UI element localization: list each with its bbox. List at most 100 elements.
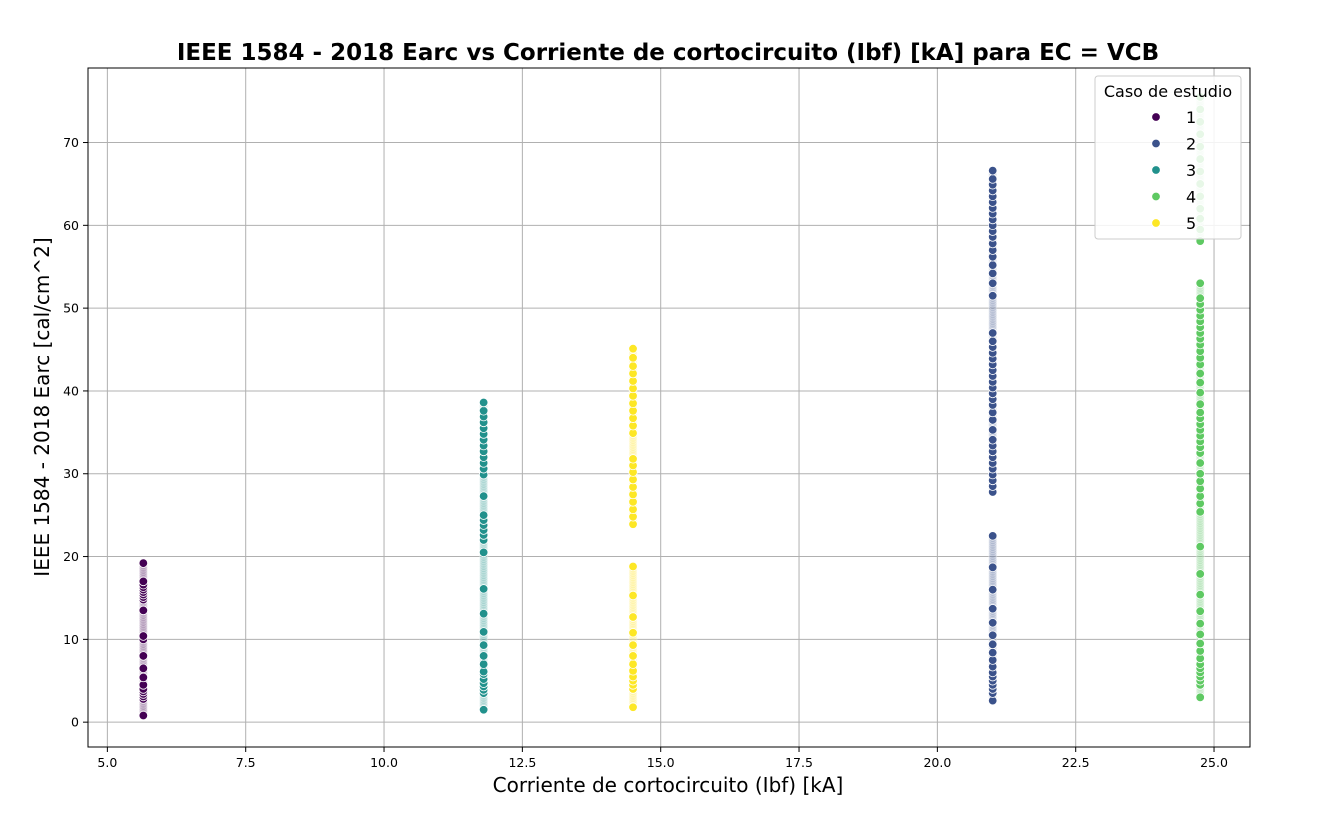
data-point: [988, 531, 998, 541]
data-point: [478, 510, 489, 520]
data-point-shade: [628, 573, 638, 583]
data-point: [628, 640, 638, 650]
legend-marker: [1151, 138, 1161, 149]
data-point: [1195, 377, 1205, 388]
data-point: [478, 608, 489, 619]
legend-marker: [1151, 165, 1161, 175]
data-point: [138, 631, 149, 641]
x-tick-label: 5.0: [97, 755, 117, 770]
data-point-shade: [988, 309, 998, 319]
data-point: [988, 639, 998, 650]
data-point-shade: [1195, 555, 1205, 565]
data-point-shade: [988, 316, 998, 326]
x-tick-label: 12.5: [508, 755, 536, 770]
data-point: [988, 278, 998, 288]
legend-label: 1: [1186, 108, 1196, 127]
data-point-shade: [988, 300, 998, 310]
data-point: [478, 659, 489, 669]
y-axis-ticks: 0 10 20 30 40 50 60 70: [63, 135, 88, 730]
data-point-shade: [479, 597, 489, 607]
data-point-shade: [1195, 558, 1205, 568]
data-point: [1195, 278, 1205, 288]
data-point: [628, 612, 638, 622]
data-point-shade: [479, 570, 489, 580]
data-point-shade: [628, 440, 638, 450]
data-point-shade: [138, 567, 148, 577]
data-point: [478, 627, 489, 637]
data-point: [478, 584, 489, 594]
data-point: [988, 618, 998, 628]
data-point: [1195, 638, 1205, 649]
data-point-shade: [479, 575, 489, 585]
data-point: [1195, 541, 1205, 552]
data-point: [988, 291, 998, 301]
legend: Caso de estudio 1 2 3 4 5: [1094, 75, 1242, 240]
data-point: [1195, 293, 1205, 303]
legend-label: 4: [1186, 188, 1196, 207]
data-point-shade: [479, 479, 489, 489]
data-point: [478, 640, 489, 650]
data-point-shade: [138, 615, 148, 625]
data-point-shade: [628, 602, 638, 612]
data-point: [1195, 368, 1205, 379]
data-point: [628, 561, 638, 572]
data-point: [138, 672, 149, 683]
data-point-shade: [628, 582, 638, 592]
data-point: [988, 268, 998, 279]
data-point-shade: [479, 593, 489, 603]
data-point: [138, 651, 149, 661]
data-point: [1195, 469, 1205, 479]
legend-marker: [1151, 112, 1161, 122]
data-point-shade: [479, 566, 489, 576]
plot-frame: [87, 67, 1251, 748]
data-point-shade: [479, 618, 489, 628]
data-point-shade: [138, 617, 148, 627]
data-point-shade: [988, 314, 998, 324]
y-tick-label: 50: [63, 301, 79, 316]
data-point-shade: [479, 568, 489, 578]
legend-item-2: 2: [1151, 135, 1196, 154]
data-point: [1195, 589, 1205, 600]
data-point: [1195, 618, 1205, 629]
data-point-shade: [1195, 560, 1205, 570]
data-point-shade: [628, 575, 638, 585]
legend-marker: [1151, 191, 1161, 202]
data-point: [988, 584, 998, 595]
legend-item-4: 4: [1151, 188, 1196, 207]
series-2: [988, 165, 998, 706]
x-tick-label: 17.5: [785, 755, 813, 770]
data-point-shade: [988, 319, 998, 329]
y-axis-label: IEEE 1584 - 2018 Earc [cal/cm^2]: [30, 237, 54, 576]
legend-title: Caso de estudio: [1104, 82, 1232, 101]
data-point: [628, 353, 638, 363]
data-point: [1195, 458, 1205, 468]
x-tick-label: 15.0: [647, 755, 675, 770]
data-point: [628, 702, 638, 712]
data-point-shade: [628, 438, 638, 448]
data-point-shade: [988, 542, 998, 552]
data-point: [478, 406, 489, 416]
chart-title: IEEE 1584 - 2018 Earc vs Corriente de co…: [177, 40, 1159, 66]
x-tick-label: 25.0: [1200, 755, 1228, 770]
data-point-shade: [479, 563, 489, 573]
data-point-shade: [988, 551, 998, 561]
data-point-shade: [1195, 528, 1205, 538]
data-point-shade: [479, 572, 489, 582]
grid: [88, 68, 1250, 747]
data-point-shade: [1195, 523, 1205, 533]
legend-label: 2: [1186, 135, 1196, 154]
data-point-shade: [1195, 553, 1205, 563]
data-point: [988, 604, 998, 614]
data-point-shade: [988, 553, 998, 563]
legend-marker: [1151, 218, 1161, 228]
data-point: [1195, 387, 1205, 398]
data-point-shade: [988, 540, 998, 550]
data-point-shade: [479, 561, 489, 571]
data-point: [988, 630, 998, 640]
data-point: [138, 710, 149, 721]
data-point-shade: [628, 577, 638, 587]
x-tick-label: 10.0: [370, 755, 398, 770]
data-point-shade: [479, 595, 489, 605]
data-point-shade: [628, 445, 638, 455]
